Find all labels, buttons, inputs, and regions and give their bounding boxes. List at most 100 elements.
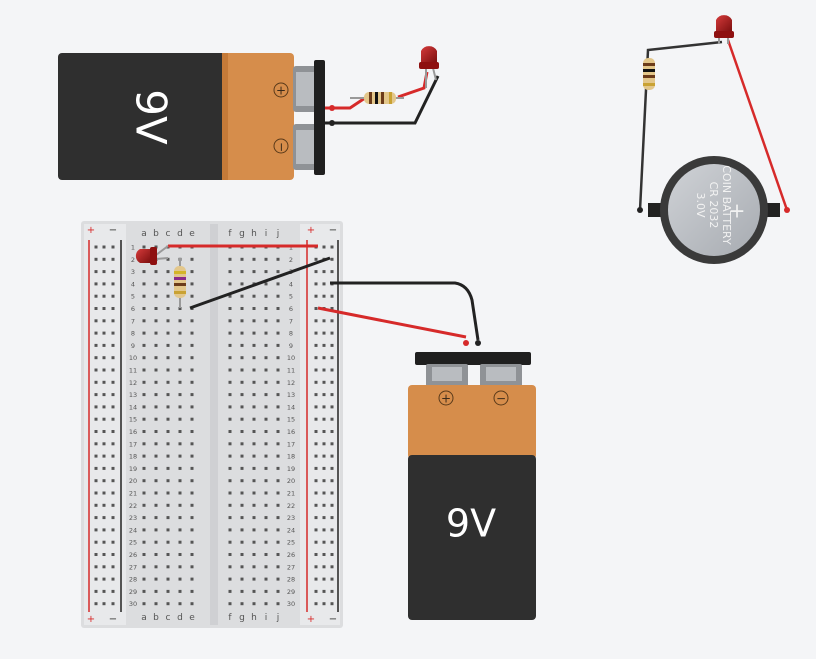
- rail-hole[interactable]: [322, 589, 326, 593]
- breadboard-hole[interactable]: [154, 589, 158, 593]
- breadboard-hole[interactable]: [142, 454, 146, 458]
- breadboard-hole[interactable]: [228, 565, 232, 569]
- breadboard-hole[interactable]: [264, 516, 268, 520]
- resistor-icon[interactable]: [643, 58, 655, 90]
- wire-red-led[interactable]: [397, 71, 429, 99]
- breadboard-hole[interactable]: [178, 405, 182, 409]
- rail-hole[interactable]: [94, 245, 98, 249]
- breadboard-hole[interactable]: [154, 491, 158, 495]
- rail-hole[interactable]: [322, 417, 326, 421]
- breadboard-hole[interactable]: [240, 454, 244, 458]
- wires-top-left[interactable]: [325, 71, 440, 126]
- breadboard-hole[interactable]: [142, 589, 146, 593]
- breadboard-hole[interactable]: [276, 417, 280, 421]
- rail-hole[interactable]: [94, 294, 98, 298]
- breadboard-hole[interactable]: [264, 454, 268, 458]
- breadboard-hole[interactable]: [252, 553, 256, 556]
- breadboard-hole[interactable]: [264, 257, 268, 261]
- breadboard-hole[interactable]: [154, 442, 158, 446]
- rail-hole[interactable]: [314, 393, 318, 397]
- breadboard-hole[interactable]: [142, 503, 146, 507]
- breadboard-hole[interactable]: [240, 270, 244, 274]
- breadboard-hole[interactable]: [252, 528, 256, 532]
- breadboard-hole[interactable]: [240, 257, 244, 261]
- rail-hole[interactable]: [111, 417, 115, 421]
- led-icon[interactable]: [135, 245, 169, 265]
- breadboard-hole[interactable]: [154, 393, 158, 397]
- breadboard-hole[interactable]: [166, 479, 170, 483]
- rail-hole[interactable]: [94, 257, 98, 261]
- rail-hole[interactable]: [111, 565, 115, 569]
- breadboard-hole[interactable]: [190, 331, 194, 335]
- wire-black[interactable]: [325, 75, 440, 125]
- breadboard-hole[interactable]: [276, 442, 280, 446]
- rail-hole[interactable]: [102, 565, 106, 569]
- breadboard-hole[interactable]: [252, 442, 256, 446]
- breadboard-hole[interactable]: [142, 430, 146, 433]
- breadboard-hole[interactable]: [154, 282, 158, 286]
- breadboard-hole[interactable]: [166, 393, 170, 397]
- rail-hole[interactable]: [111, 307, 115, 310]
- breadboard-hole[interactable]: [190, 553, 194, 556]
- breadboard-hole[interactable]: [276, 331, 280, 335]
- rail-hole[interactable]: [102, 245, 106, 249]
- breadboard-hole[interactable]: [228, 294, 232, 298]
- rail-hole[interactable]: [102, 356, 106, 360]
- rail-hole[interactable]: [111, 589, 115, 593]
- breadboard-hole[interactable]: [142, 331, 146, 335]
- breadboard-hole[interactable]: [178, 356, 182, 360]
- breadboard-hole[interactable]: [166, 454, 170, 458]
- rail-hole[interactable]: [322, 393, 326, 397]
- breadboard-hole[interactable]: [166, 294, 170, 298]
- breadboard-hole[interactable]: [240, 442, 244, 446]
- breadboard-icon[interactable]: + − + − + − + − a b c d e f g h i j a b …: [81, 221, 343, 628]
- rail-hole[interactable]: [330, 307, 334, 310]
- breadboard-hole[interactable]: [154, 307, 158, 310]
- breadboard-hole[interactable]: [142, 380, 146, 384]
- rail-hole[interactable]: [330, 553, 334, 556]
- battery-snap-connector[interactable]: [415, 352, 531, 365]
- breadboard-hole[interactable]: [240, 430, 244, 433]
- breadboard-hole[interactable]: [276, 393, 280, 397]
- breadboard-hole[interactable]: [264, 503, 268, 507]
- breadboard-hole[interactable]: [276, 577, 280, 581]
- rail-hole[interactable]: [322, 343, 326, 347]
- breadboard-hole[interactable]: [264, 319, 268, 323]
- breadboard-hole[interactable]: [154, 245, 158, 249]
- breadboard-hole[interactable]: [166, 356, 170, 360]
- rail-hole[interactable]: [111, 245, 115, 249]
- rail-hole[interactable]: [94, 319, 98, 323]
- breadboard-hole[interactable]: [252, 307, 256, 310]
- breadboard-hole[interactable]: [178, 479, 182, 483]
- breadboard-hole[interactable]: [178, 307, 182, 310]
- breadboard-hole[interactable]: [166, 257, 170, 261]
- rail-hole[interactable]: [314, 589, 318, 593]
- rail-hole[interactable]: [330, 602, 334, 606]
- breadboard-hole[interactable]: [264, 491, 268, 495]
- breadboard-hole[interactable]: [240, 319, 244, 323]
- breadboard-hole[interactable]: [178, 319, 182, 323]
- rail-hole[interactable]: [314, 282, 318, 286]
- breadboard-hole[interactable]: [190, 442, 194, 446]
- breadboard-hole[interactable]: [166, 516, 170, 520]
- rail-hole[interactable]: [322, 516, 326, 520]
- breadboard-hole[interactable]: [240, 294, 244, 298]
- breadboard-hole[interactable]: [228, 430, 232, 433]
- breadboard-hole[interactable]: [142, 405, 146, 409]
- breadboard-hole[interactable]: [154, 602, 158, 606]
- breadboard-hole[interactable]: [252, 380, 256, 384]
- breadboard-hole[interactable]: [178, 528, 182, 532]
- breadboard-hole[interactable]: [240, 356, 244, 360]
- breadboard-hole[interactable]: [142, 516, 146, 520]
- breadboard-hole[interactable]: [142, 417, 146, 421]
- rail-hole[interactable]: [314, 417, 318, 421]
- rail-hole[interactable]: [102, 331, 106, 335]
- rail-hole[interactable]: [111, 479, 115, 483]
- breadboard-hole[interactable]: [240, 368, 244, 372]
- breadboard-hole[interactable]: [240, 577, 244, 581]
- breadboard-hole[interactable]: [252, 393, 256, 397]
- rail-hole[interactable]: [314, 553, 318, 556]
- breadboard-hole[interactable]: [264, 479, 268, 483]
- rail-hole[interactable]: [330, 577, 334, 581]
- breadboard-hole[interactable]: [190, 257, 194, 261]
